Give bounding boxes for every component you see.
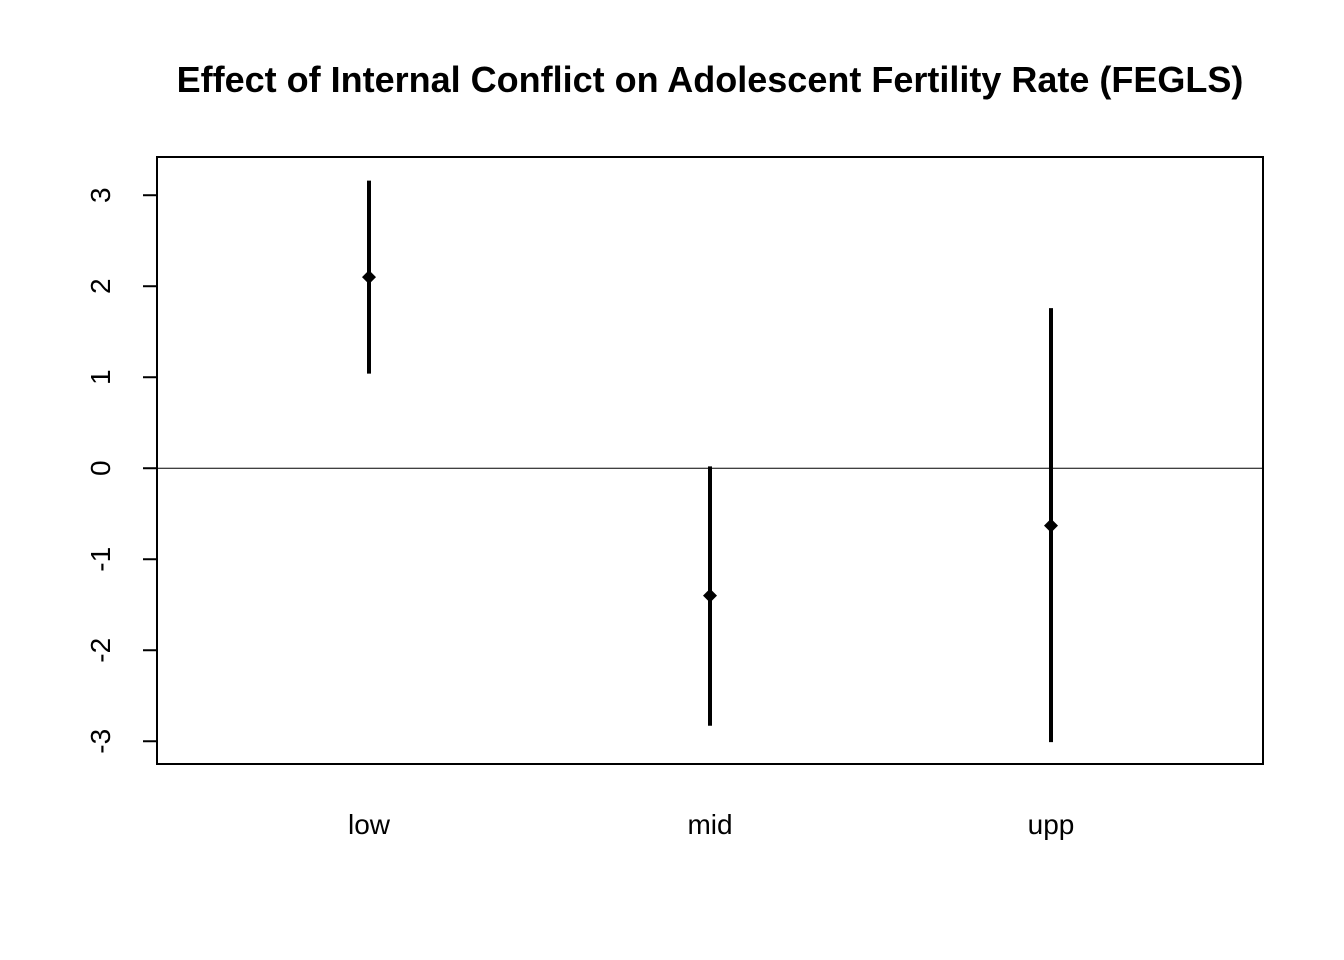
y-tick-label: 0: [85, 460, 116, 476]
chart-title: Effect of Internal Conflict on Adolescen…: [177, 59, 1244, 100]
point-estimate-low: [362, 270, 376, 285]
y-tick-label: 3: [85, 187, 116, 203]
point-estimate-upp: [1044, 518, 1058, 533]
x-category-label: mid: [687, 809, 732, 840]
y-axis: -3 -2 -1 0 1 2 3: [85, 187, 157, 754]
y-tick-label: -3: [85, 729, 116, 754]
y-tick-label: 2: [85, 278, 116, 294]
x-axis-labels: low mid upp: [348, 809, 1074, 840]
x-category-label: low: [348, 809, 391, 840]
x-category-label: upp: [1028, 809, 1075, 840]
y-tick-label: 1: [85, 369, 116, 385]
y-tick-label: -1: [85, 547, 116, 572]
chart-marks: [362, 180, 1058, 743]
y-tick-label: -2: [85, 638, 116, 663]
point-estimate-mid: [703, 588, 717, 603]
plot-frame: [156, 156, 1264, 765]
